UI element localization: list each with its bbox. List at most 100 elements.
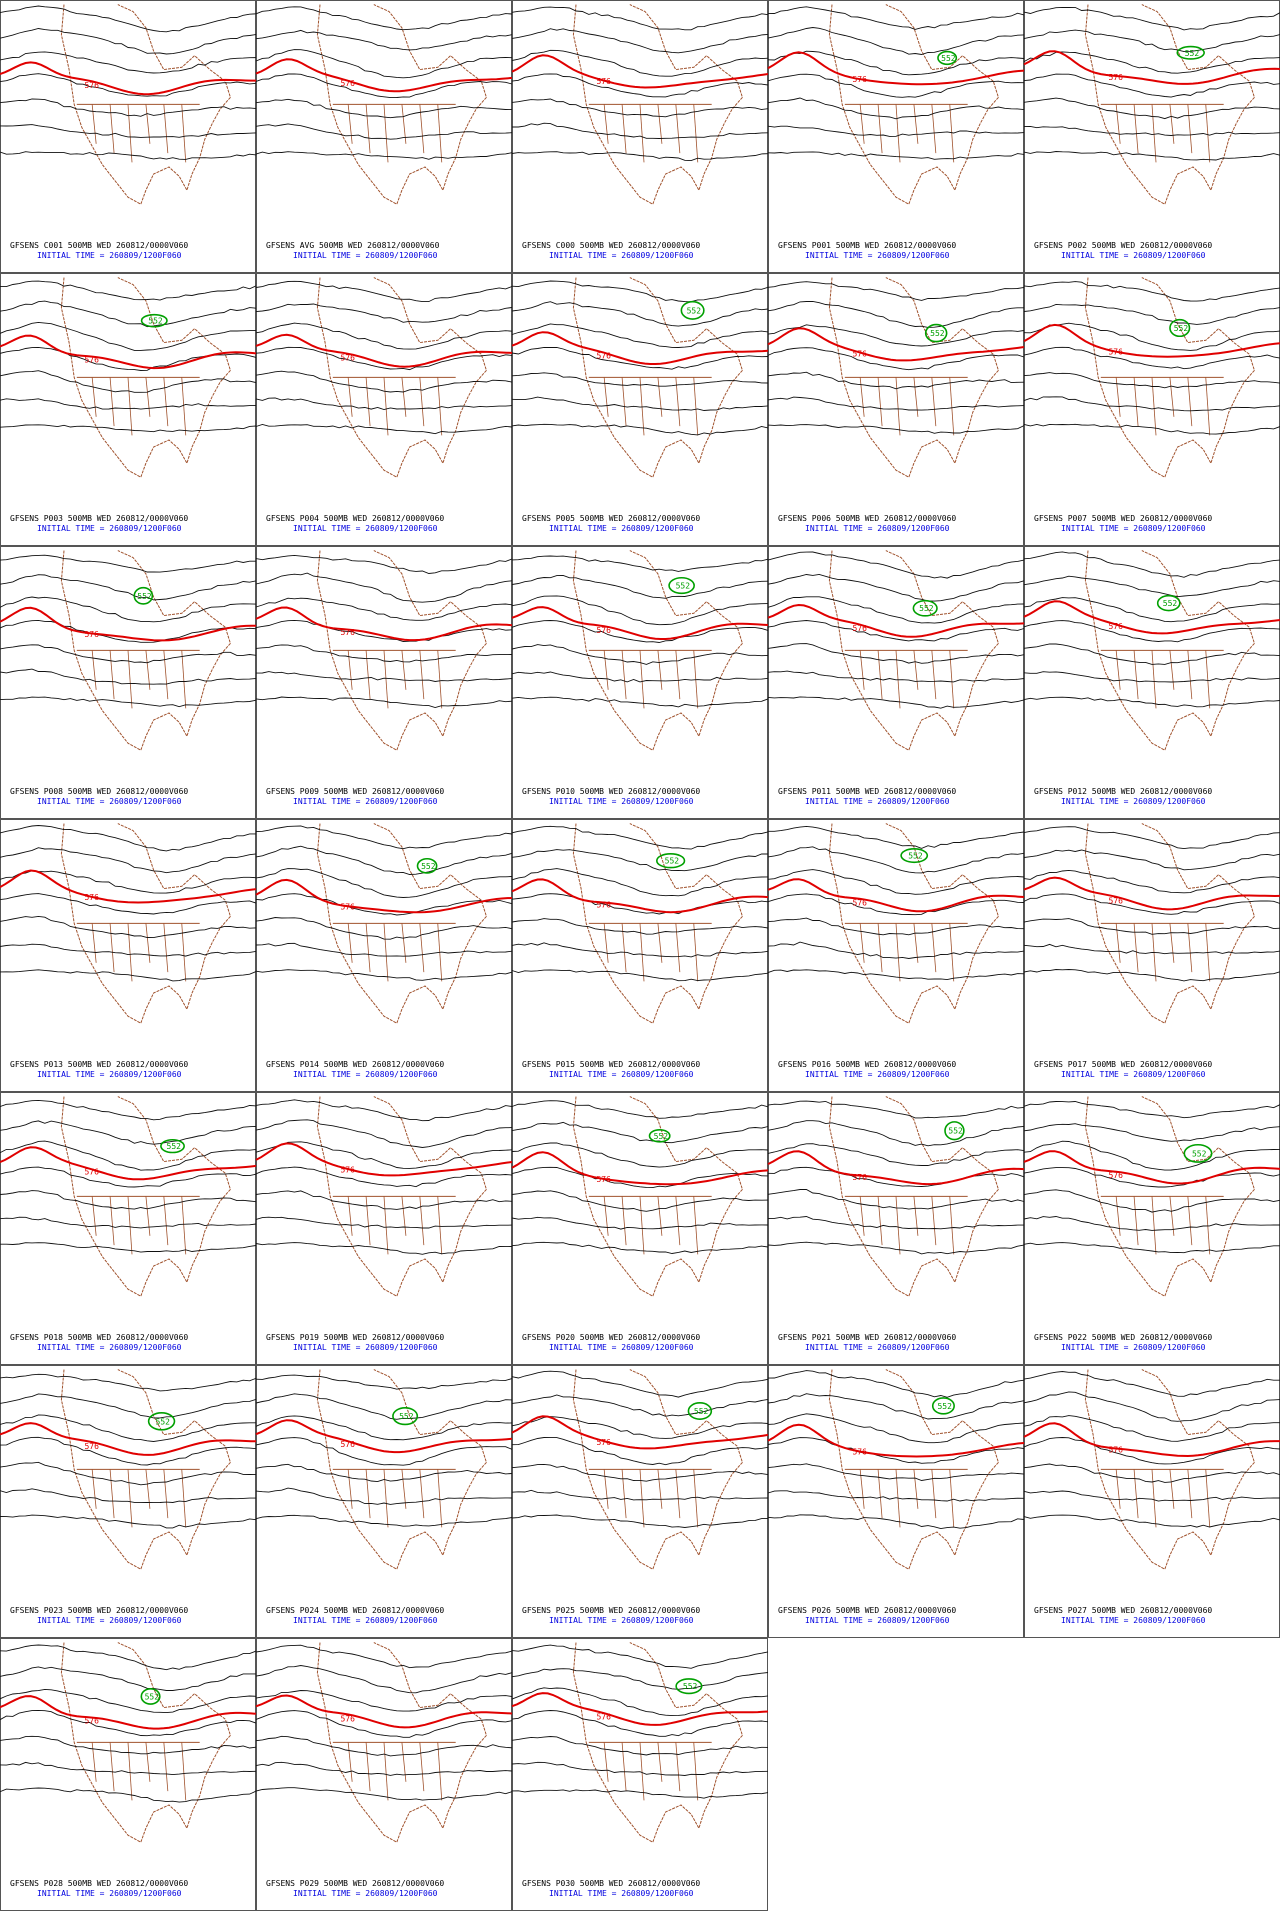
map-panel: 576 GFSENS P019 500MB WED 260812/0000V060… bbox=[255, 1092, 513, 1365]
state-line bbox=[383, 1196, 389, 1255]
panel-subtitle: INITIAL TIME = 260809/1200F060 bbox=[293, 1343, 438, 1352]
panel-title: GFSENS P003 500MB WED 260812/0000V060 bbox=[10, 514, 188, 523]
height-contour bbox=[255, 1761, 513, 1776]
state-line bbox=[383, 923, 389, 982]
coastline bbox=[1084, 823, 1255, 1024]
height-contour bbox=[255, 1710, 513, 1738]
state-line bbox=[657, 104, 663, 144]
height-contour bbox=[511, 6, 769, 31]
panel-subtitle: INITIAL TIME = 260809/1200F060 bbox=[1061, 251, 1206, 260]
state-line bbox=[693, 1469, 699, 1528]
state-line bbox=[401, 650, 407, 690]
height-contour bbox=[768, 825, 1025, 849]
height-contour bbox=[255, 868, 513, 898]
state-line bbox=[1151, 377, 1157, 436]
height-contour bbox=[1023, 943, 1280, 955]
state-line bbox=[163, 1742, 169, 1792]
height-contour bbox=[0, 28, 257, 55]
height-contour bbox=[512, 122, 769, 139]
contour-576 bbox=[511, 54, 769, 89]
contour-label: 552 bbox=[1192, 1149, 1207, 1158]
height-contour bbox=[511, 98, 769, 118]
height-contour bbox=[511, 1100, 769, 1119]
state-line bbox=[419, 1196, 425, 1246]
contour-552 bbox=[392, 1407, 419, 1426]
height-contour bbox=[1023, 643, 1280, 665]
state-line bbox=[1169, 650, 1175, 690]
map-panel: 576 552 GFSENS P021 500MB WED 260812/0000V… bbox=[767, 1092, 1025, 1365]
panel-frame bbox=[256, 1365, 512, 1638]
height-contour bbox=[767, 281, 1025, 301]
height-contour bbox=[1023, 1242, 1280, 1254]
height-contour bbox=[0, 1709, 257, 1737]
height-contour bbox=[767, 941, 1025, 959]
contour-label: 576 bbox=[84, 356, 99, 365]
height-contour bbox=[255, 893, 513, 916]
contour-label: 552 bbox=[919, 604, 934, 613]
state-line bbox=[181, 1196, 187, 1255]
height-contour bbox=[0, 1461, 257, 1486]
height-contour bbox=[0, 5, 257, 33]
contour-576 bbox=[511, 331, 769, 365]
height-contour bbox=[0, 825, 256, 852]
panel-title: GFSENS C000 500MB WED 260812/0000V060 bbox=[522, 241, 700, 250]
panel-title: GFSENS P022 500MB WED 260812/0000V060 bbox=[1034, 1333, 1212, 1342]
contour-label: 552 bbox=[1163, 599, 1178, 608]
state-line bbox=[859, 923, 865, 963]
panel-subtitle: INITIAL TIME = 260809/1200F060 bbox=[805, 251, 950, 260]
panel-title: GFSENS P002 500MB WED 260812/0000V060 bbox=[1034, 241, 1212, 250]
height-contour bbox=[767, 1241, 1025, 1255]
height-contour bbox=[0, 943, 257, 957]
map-panel: 576 552 GFSENS P016 500MB WED 260812/0000V… bbox=[767, 819, 1025, 1092]
contour-576 bbox=[1023, 600, 1280, 635]
height-contour bbox=[0, 969, 257, 982]
height-contour bbox=[767, 670, 1025, 683]
panel-title: GFSENS P017 500MB WED 260812/0000V060 bbox=[1034, 1060, 1212, 1069]
height-contour bbox=[0, 124, 257, 138]
height-contour bbox=[255, 696, 513, 708]
state-line bbox=[1187, 1469, 1193, 1519]
state-line bbox=[603, 650, 609, 690]
height-contour bbox=[767, 1120, 1025, 1147]
contour-576 bbox=[511, 1151, 769, 1186]
height-contour bbox=[767, 1490, 1025, 1502]
height-contour bbox=[0, 51, 257, 74]
height-contour bbox=[255, 1690, 513, 1712]
state-line bbox=[109, 650, 115, 700]
contour-label: 552 bbox=[941, 54, 956, 63]
contour-552 bbox=[668, 576, 695, 595]
state-line bbox=[931, 650, 937, 700]
panel-title: GFSENS P009 500MB WED 260812/0000V060 bbox=[266, 787, 444, 796]
height-contour bbox=[511, 28, 769, 54]
state-line bbox=[1205, 650, 1211, 709]
height-contour bbox=[511, 825, 769, 850]
height-contour bbox=[767, 6, 1025, 30]
height-contour bbox=[0, 893, 257, 915]
height-contour bbox=[511, 1416, 769, 1439]
state-line bbox=[365, 923, 371, 973]
height-contour bbox=[1023, 1371, 1280, 1397]
contour-label: 576 bbox=[1108, 622, 1123, 631]
contour-576 bbox=[0, 606, 256, 642]
contour-576 bbox=[1023, 1150, 1280, 1185]
state-line bbox=[437, 1469, 443, 1528]
height-contour bbox=[0, 151, 257, 160]
height-contour bbox=[1023, 1437, 1280, 1465]
height-contour bbox=[0, 1436, 257, 1466]
height-contour bbox=[511, 1370, 769, 1398]
height-contour bbox=[255, 572, 513, 603]
coastline bbox=[60, 550, 231, 751]
height-contour bbox=[767, 97, 1025, 120]
coastline bbox=[572, 823, 743, 1024]
height-contour bbox=[767, 596, 1025, 624]
height-contour bbox=[767, 846, 1025, 874]
panel-title: GFSENS P006 500MB WED 260812/0000V060 bbox=[778, 514, 956, 523]
height-contour bbox=[511, 555, 769, 572]
state-line bbox=[347, 1196, 353, 1236]
height-contour bbox=[767, 696, 1025, 709]
panel-subtitle: INITIAL TIME = 260809/1200F060 bbox=[37, 251, 182, 260]
contour-label: 576 bbox=[596, 77, 611, 86]
panel-title: GFSENS P023 500MB WED 260812/0000V060 bbox=[10, 1606, 188, 1615]
state-line bbox=[163, 1469, 169, 1519]
state-line bbox=[693, 377, 699, 436]
